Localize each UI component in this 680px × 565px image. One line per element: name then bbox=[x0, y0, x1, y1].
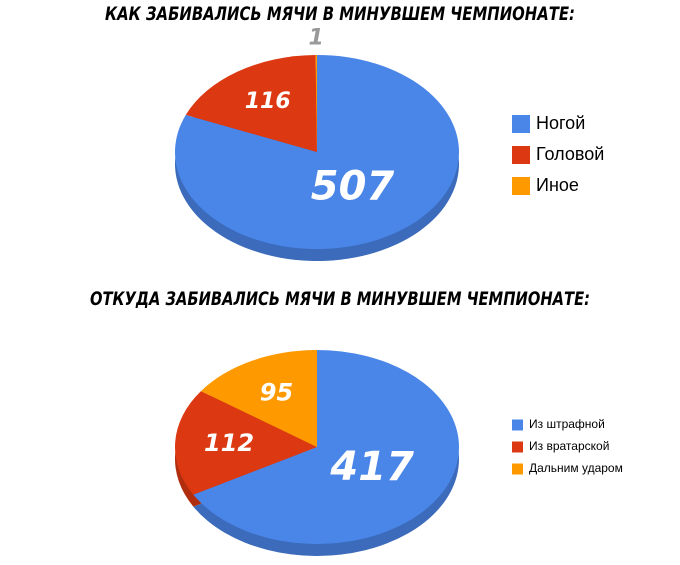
legend-label: Головой bbox=[536, 144, 604, 164]
pie-slice bbox=[174, 391, 317, 495]
legend-swatch bbox=[512, 441, 523, 453]
legend-label: Дальним ударом bbox=[529, 461, 623, 475]
legend-label: Иное bbox=[536, 175, 579, 195]
data-label: 112 bbox=[204, 429, 254, 457]
data-label: 116 bbox=[245, 89, 291, 114]
pie-slice bbox=[200, 350, 317, 447]
data-label: 95 bbox=[260, 379, 293, 407]
data-label: 507 bbox=[311, 163, 395, 209]
legend-label: Ногой bbox=[536, 113, 585, 133]
legend-swatch bbox=[512, 419, 523, 431]
chart-title: ОТКУДА ЗАБИВАЛИСЬ МЯЧИ В МИНУВШЕМ ЧЕМПИО… bbox=[90, 288, 590, 310]
data-label: 417 bbox=[329, 444, 414, 490]
legend-swatch bbox=[512, 146, 530, 164]
legend-swatch bbox=[512, 177, 530, 195]
chart-title: КАК ЗАБИВАЛИСЬ МЯЧИ В МИНУВШЕМ ЧЕМПИОНАТ… bbox=[105, 3, 575, 25]
legend-swatch bbox=[512, 463, 523, 475]
legend-swatch bbox=[512, 115, 530, 133]
legend-label: Из вратарской bbox=[529, 439, 609, 453]
legend-label: Из штрафной bbox=[529, 417, 605, 431]
pie-slice bbox=[315, 55, 317, 152]
data-label: 1 bbox=[309, 26, 324, 51]
pie-slice bbox=[193, 350, 459, 544]
pie-slice bbox=[185, 55, 317, 153]
